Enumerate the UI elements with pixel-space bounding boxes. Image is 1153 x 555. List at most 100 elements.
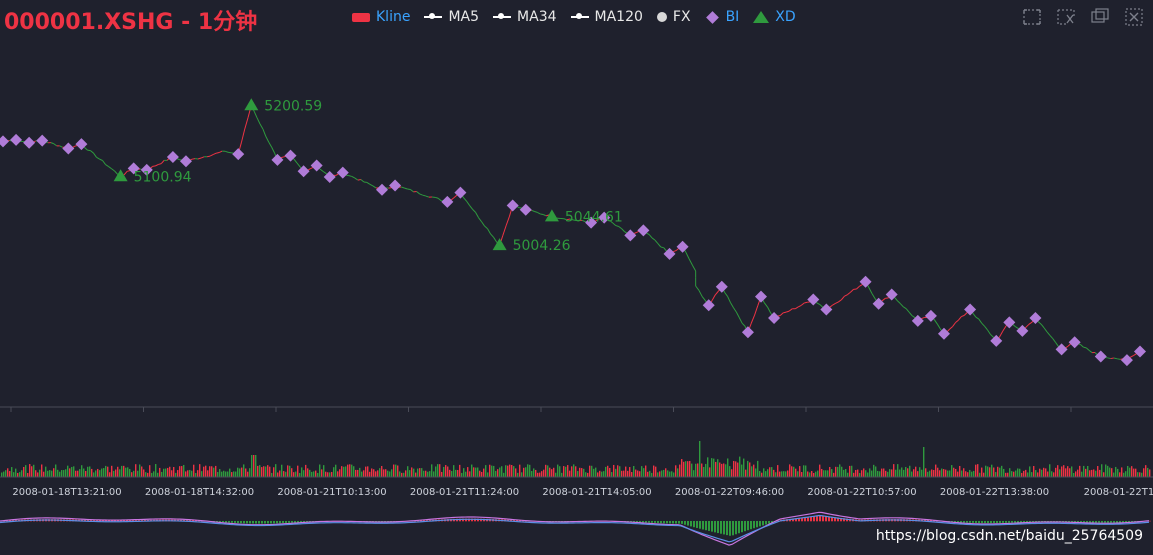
legend-item-ma34[interactable]: MA34 xyxy=(493,9,557,25)
macd-bar xyxy=(801,517,803,522)
volume-bar xyxy=(709,467,711,477)
volume-bar xyxy=(969,469,971,477)
x-tick-label: 2008-01-22T10:57:00 xyxy=(807,487,916,498)
kline-segment xyxy=(372,185,377,189)
macd-bar xyxy=(843,518,845,522)
volume-bar xyxy=(193,464,195,477)
macd-bar xyxy=(933,520,935,522)
kline-segment xyxy=(466,200,470,206)
volume-bar xyxy=(1003,468,1005,477)
legend-item-kline[interactable]: Kline xyxy=(352,9,410,25)
volume-bar xyxy=(783,471,785,477)
macd-bar xyxy=(966,521,968,523)
volume-bar xyxy=(1111,468,1113,477)
kline-segment xyxy=(484,225,488,230)
macd-bar xyxy=(111,520,113,522)
volume-bar xyxy=(693,470,695,477)
volume-bar xyxy=(865,470,867,477)
macd-bar xyxy=(114,520,116,522)
volume-bar xyxy=(741,464,743,477)
kline-segment xyxy=(1085,347,1090,351)
volume-bar xyxy=(169,466,171,477)
macd-bar xyxy=(267,521,269,524)
volume-bar xyxy=(967,472,969,477)
volume-bar xyxy=(525,467,527,477)
macd-bar xyxy=(927,520,929,522)
volume-bar xyxy=(625,466,627,477)
volume-bar xyxy=(161,471,163,477)
volume-bar xyxy=(757,460,759,477)
bi-point xyxy=(271,153,284,166)
legend-item-fx[interactable]: FX xyxy=(656,9,691,25)
volume-bar xyxy=(239,468,241,477)
volume-bar xyxy=(423,470,425,477)
volume-bar xyxy=(301,467,303,477)
volume-bar xyxy=(895,469,897,477)
volume-bar xyxy=(1055,467,1057,477)
volume-bar xyxy=(637,470,639,477)
kline-segment xyxy=(785,310,790,313)
volume-bar xyxy=(335,464,337,477)
volume-bar xyxy=(601,471,603,477)
volume-bar xyxy=(211,466,213,477)
kline-segment xyxy=(1049,335,1054,340)
volume-bar xyxy=(463,468,465,477)
volume-bar xyxy=(753,464,755,477)
macd-bar xyxy=(714,521,716,533)
volume-bar xyxy=(181,466,183,477)
kline-segment xyxy=(648,234,653,239)
volume-bar xyxy=(427,471,429,477)
volume-bar xyxy=(1017,468,1019,477)
volume-bar xyxy=(945,469,947,477)
macd-bar xyxy=(123,520,125,522)
kline-segment xyxy=(672,250,677,253)
kline-segment xyxy=(1083,346,1087,349)
volume-bar xyxy=(1087,466,1089,477)
volume-bar xyxy=(991,464,993,477)
volume-bar xyxy=(759,470,761,477)
kline-segment xyxy=(847,291,851,296)
volume-bar xyxy=(619,466,621,477)
volume-bar xyxy=(173,467,175,477)
restore-icon[interactable] xyxy=(1089,6,1111,28)
kline-segment xyxy=(50,142,55,145)
volume-bar xyxy=(103,468,105,477)
kline-segment xyxy=(152,165,156,167)
volume-bar xyxy=(957,471,959,477)
kline-segment xyxy=(114,170,118,175)
macd-bar xyxy=(1113,521,1115,523)
macd-bar xyxy=(723,521,725,535)
volume-bar xyxy=(1035,470,1037,477)
volume-bar xyxy=(799,466,801,477)
macd-bar xyxy=(807,517,809,522)
x-tick-label: 2008-01-21T14:05:00 xyxy=(542,487,651,498)
kline-segment xyxy=(767,306,772,314)
legend-item-ma5[interactable]: MA5 xyxy=(424,9,479,25)
kline-segment xyxy=(407,188,411,191)
volume-bar xyxy=(903,469,905,477)
kline-segment xyxy=(753,305,759,316)
macd-bar xyxy=(471,518,473,522)
macd-bar xyxy=(255,521,257,524)
kline-segment xyxy=(348,175,352,177)
volume-bar xyxy=(441,471,443,477)
volume-bar xyxy=(63,470,65,477)
clear-icon[interactable] xyxy=(1123,6,1145,28)
kline-segment xyxy=(59,145,63,148)
volume-bar xyxy=(743,458,745,477)
macd-bar xyxy=(1089,521,1091,523)
volume-bar xyxy=(689,460,691,477)
volume-bar xyxy=(349,464,351,477)
volume-bar xyxy=(651,472,653,477)
volume-bar xyxy=(721,463,723,477)
volume-bar xyxy=(165,468,167,477)
legend-item-xd[interactable]: XD xyxy=(753,9,796,25)
zoom-icon[interactable] xyxy=(1021,6,1043,28)
volume-bar xyxy=(553,467,555,477)
legend-item-ma120[interactable]: MA120 xyxy=(570,9,643,25)
volume-bar xyxy=(961,470,963,477)
legend-item-bi[interactable]: BI xyxy=(705,9,739,25)
volume-bar xyxy=(473,467,475,477)
zoom-reset-icon[interactable] xyxy=(1055,6,1077,28)
kline-segment xyxy=(542,214,547,217)
